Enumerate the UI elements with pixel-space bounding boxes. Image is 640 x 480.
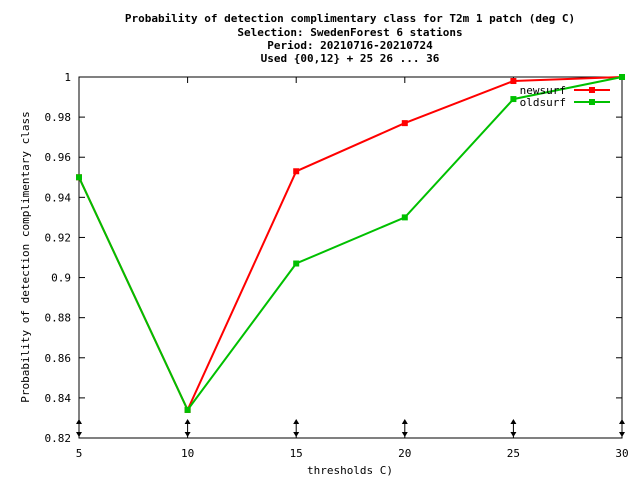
y-tick-label: 0.9 (51, 272, 71, 285)
legend-label-newsurf: newsurf (520, 84, 566, 97)
data-point-oldsurf (293, 260, 300, 267)
x-tick-label: 25 (507, 447, 520, 460)
chart-title: Probability of detection complimentary c… (125, 12, 575, 65)
data-point-newsurf (510, 78, 517, 85)
x-threshold-arrow-up (619, 419, 625, 424)
x-threshold-arrow-down (184, 432, 191, 437)
data-point-newsurf (401, 120, 408, 127)
title-line-3: Period: 20210716-20210724 (267, 39, 433, 52)
y-tick-label: 0.84 (45, 392, 72, 405)
series-layer (76, 74, 625, 413)
y-axis-label: Probability of detection complimentary c… (19, 111, 32, 402)
legend-label-oldsurf: oldsurf (520, 96, 566, 109)
legend-marker-newsurf (589, 87, 595, 93)
x-threshold-arrow-down (510, 432, 517, 437)
x-threshold-arrow-up (76, 419, 82, 424)
x-threshold-arrow-up (401, 419, 408, 424)
series-oldsurf (76, 74, 625, 413)
x-tick-label: 15 (290, 447, 303, 460)
series-line-newsurf (78, 76, 623, 413)
x-threshold-arrow-down (401, 432, 408, 437)
legend-marker-oldsurf (589, 99, 595, 105)
x-tick-label: 10 (181, 447, 194, 460)
data-point-oldsurf (619, 74, 625, 80)
y-tick-label: 0.96 (45, 151, 72, 164)
y-tick-label: 0.94 (45, 191, 72, 204)
title-line-4: Used {00,12} + 25 26 ... 36 (261, 52, 440, 65)
plot-area-frame (78, 76, 623, 439)
data-point-oldsurf (76, 174, 82, 181)
x-threshold-arrow-down (619, 432, 625, 437)
x-axis-label: thresholds C) (307, 464, 393, 477)
y-tick-label: 0.98 (45, 111, 72, 124)
y-tick-label: 0.86 (45, 352, 72, 365)
series-line-oldsurf (78, 76, 623, 412)
data-point-oldsurf (184, 406, 191, 413)
y-tick-label: 0.92 (45, 231, 72, 244)
data-point-oldsurf (401, 214, 408, 221)
y-tick-label: 0.82 (45, 432, 72, 445)
series-newsurf (76, 74, 625, 413)
x-threshold-arrow-up (184, 419, 191, 424)
x-threshold-arrow-down (76, 432, 82, 437)
x-tick-label: 5 (76, 447, 83, 460)
x-threshold-arrow-down (293, 432, 300, 437)
y-tick-label: 0.88 (45, 312, 72, 325)
title-line-1: Probability of detection complimentary c… (125, 12, 575, 25)
x-tick-label: 20 (398, 447, 411, 460)
x-tick-label: 30 (615, 447, 628, 460)
data-point-newsurf (293, 168, 300, 175)
y-tick-label: 1 (64, 71, 71, 84)
title-line-2: Selection: SwedenForest 6 stations (237, 26, 462, 39)
x-threshold-arrow-up (510, 419, 517, 424)
x-threshold-arrow-up (293, 419, 300, 424)
data-point-oldsurf (510, 96, 517, 103)
